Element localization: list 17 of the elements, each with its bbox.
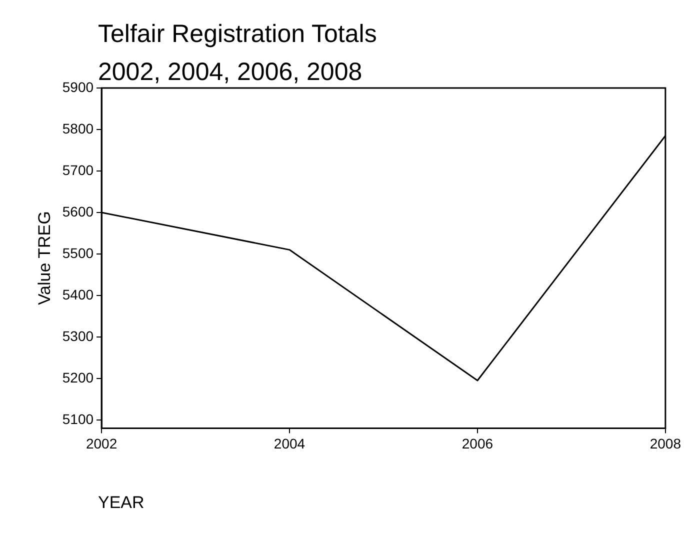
y-tick-label: 5500	[62, 244, 94, 261]
chart-subtitle: 2002, 2004, 2006, 2008	[98, 58, 362, 87]
y-tick-label: 5100	[62, 410, 94, 427]
x-tick-label: 2008	[650, 435, 682, 452]
y-tick-label: 5300	[62, 328, 94, 344]
chart-title: Telfair Registration Totals	[98, 20, 377, 49]
y-tick-label: 5700	[62, 162, 94, 178]
x-tick-label: 2006	[462, 435, 494, 452]
x-axis-title: YEAR	[98, 493, 144, 513]
y-tick-label: 5200	[62, 369, 94, 386]
y-tick-label: 5900	[62, 78, 94, 95]
x-tick-label: 2002	[86, 435, 118, 452]
x-tick-label: 2004	[274, 435, 306, 452]
y-axis-title: Value TREG	[34, 211, 54, 306]
y-tick-label: 5400	[62, 286, 94, 302]
y-tick-label: 5800	[62, 120, 94, 136]
y-tick-label: 5600	[62, 203, 94, 220]
